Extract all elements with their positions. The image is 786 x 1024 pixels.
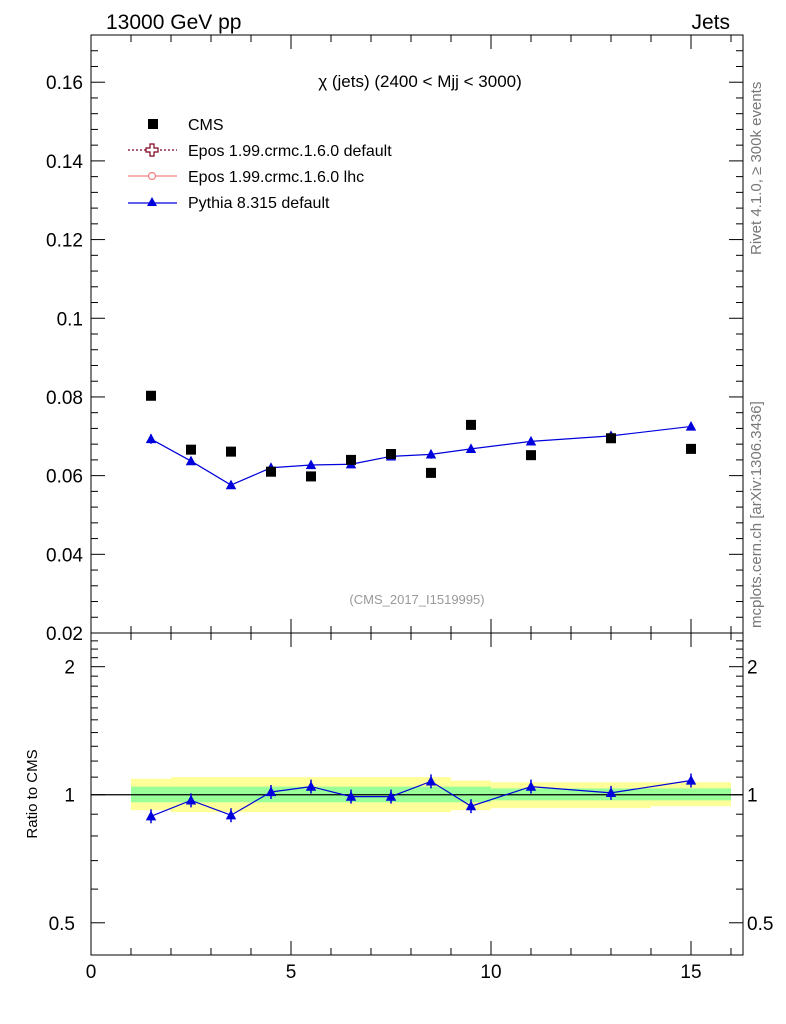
cms-point	[346, 454, 356, 465]
ratio-pythia-point	[345, 791, 357, 801]
legend-marker-pythia	[147, 197, 157, 206]
ratio-y-tick-label: 2	[64, 658, 75, 679]
ratio-ylabel: Ratio to CMS	[24, 749, 41, 838]
ratio-frame	[90, 632, 744, 956]
pythia-point	[425, 448, 437, 459]
header-right: Jets	[691, 11, 730, 34]
pythia-line	[150, 425, 692, 486]
pythia-point	[185, 455, 197, 466]
cms-point	[686, 443, 696, 454]
ratio-y-tick-label-right: 1	[747, 786, 758, 807]
ratio-pythia-point	[305, 781, 317, 791]
ratio-y-tick-label: 1	[64, 786, 75, 807]
cms-point	[466, 419, 476, 430]
x-tick-label: 10	[480, 962, 501, 983]
y-tick-label: 0.04	[46, 545, 83, 566]
x-tick-label: 15	[680, 962, 701, 983]
cms-point	[606, 433, 616, 444]
legend-label-cms: CMS	[188, 117, 224, 134]
ratio-pythia-point	[185, 794, 197, 805]
ratio-pythia-point	[145, 810, 157, 821]
legend: CMS Epos 1.99.crmc.1.6.0 default Epos 1.…	[128, 117, 392, 212]
ratio-pythia-point	[525, 781, 537, 791]
x-tick-label: 0	[86, 962, 97, 983]
pythia-point	[225, 479, 237, 490]
ratio-y-tick-label: 0.5	[49, 914, 75, 935]
ratio-pythia-point	[605, 787, 617, 798]
legend-marker-epos-lhc	[147, 171, 157, 181]
main-panel: 0.02 0.04 0.06 0.08 0.1 0.12 0.14 0.16 χ (jets)…	[46, 34, 744, 645]
ratio-pythia-point	[225, 809, 237, 820]
cms-point	[146, 390, 156, 401]
y-tick-label: 0.16	[46, 73, 83, 94]
y-tick-label: 0.12	[46, 231, 83, 252]
ratio-pythia-line	[150, 779, 692, 817]
cms-point	[186, 444, 196, 455]
legend-label-pythia: Pythia 8.315 default	[188, 195, 330, 212]
rivet-label: Rivet 4.1.0, ≥ 300k events	[748, 82, 765, 255]
ratio-pythia-point	[425, 775, 437, 786]
pythia-point	[145, 433, 157, 444]
ratio-pythia-point	[685, 775, 697, 785]
legend-marker-cms	[148, 119, 158, 129]
y-tick-label: 0.14	[46, 152, 83, 173]
cms-point	[426, 467, 436, 478]
cms-point	[266, 466, 276, 477]
x-tick-label: 5	[286, 962, 297, 983]
y-tick-label: 0.1	[57, 309, 83, 330]
watermark: (CMS_2017_I1519995)	[349, 592, 484, 607]
ratio-data-marks	[145, 773, 697, 824]
pythia-point	[465, 443, 477, 454]
header-left: 13000 GeV pp	[106, 11, 241, 34]
ratio-pythia-point	[385, 791, 397, 801]
ratio-bands	[91, 777, 743, 813]
mcplots-label: mcplots.cern.ch [arXiv:1306.3436]	[748, 401, 765, 628]
ratio-panel: 0.5 0.5 1 1 2 2 0 5 10 15 Ratio to CMS	[24, 35, 773, 983]
cms-point	[526, 450, 536, 461]
y-tick-label: 0.02	[46, 624, 83, 645]
pythia-point	[305, 459, 317, 470]
ratio-y-axis: 0.5 0.5 1 1 2 2	[49, 640, 773, 935]
cms-point	[226, 446, 236, 457]
pythia-point	[685, 420, 697, 431]
y-tick-label: 0.08	[46, 388, 83, 409]
legend-marker-epos-default	[145, 143, 159, 157]
cms-point	[386, 448, 396, 459]
cms-point	[306, 471, 316, 482]
main-title: χ (jets) (2400 < Mjj < 3000)	[318, 72, 522, 91]
y-tick-label: 0.06	[46, 467, 83, 488]
ratio-y-tick-label-right: 2	[747, 658, 758, 679]
ratio-pythia-point	[265, 786, 277, 797]
x-axis: 0 5 10 15	[86, 35, 732, 983]
main-data-marks	[145, 390, 697, 490]
main-y-axis: 0.02 0.04 0.06 0.08 0.1 0.12 0.14 0.16	[46, 34, 743, 645]
legend-label-epos-default: Epos 1.99.crmc.1.6.0 default	[188, 143, 392, 160]
legend-label-epos-lhc: Epos 1.99.crmc.1.6.0 lhc	[188, 169, 364, 186]
ratio-pythia-point	[465, 800, 477, 811]
pythia-point	[525, 435, 537, 446]
ratio-y-tick-label-right: 0.5	[747, 914, 773, 935]
